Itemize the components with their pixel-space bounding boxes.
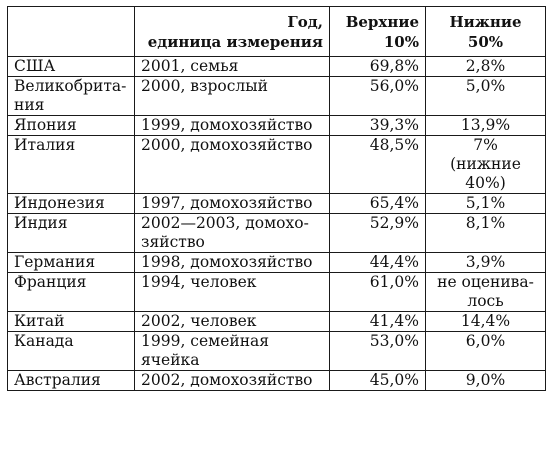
- table-row: Канада 1999, семейная ячейка 53,0% 6,0%: [7, 331, 546, 371]
- table-body: США 2001, семья 69,8% 2,8% Великобрита- …: [7, 56, 546, 391]
- table-row: Индонезия 1997, домохозяйство 65,4% 5,1%: [7, 193, 546, 214]
- cell-country: Италия: [7, 135, 135, 194]
- cell-year-unit: 1999, семейная ячейка: [134, 331, 330, 371]
- cell-year-unit: 2002, человек: [134, 311, 330, 332]
- cell-bottom-50: 2,8%: [425, 56, 546, 77]
- cell-bottom-50: 8,1%: [425, 213, 546, 253]
- header-bottom-50: Нижние 50%: [425, 6, 546, 57]
- cell-bottom-50: 3,9%: [425, 252, 546, 273]
- table-row: Китай 2002, человек 41,4% 14,4%: [7, 311, 546, 332]
- cell-top-10: 65,4%: [329, 193, 426, 214]
- header-country: [7, 6, 135, 57]
- cell-top-10: 45,0%: [329, 370, 426, 391]
- cell-country: Великобрита- ния: [7, 76, 135, 116]
- cell-year-unit: 2000, взрослый: [134, 76, 330, 116]
- cell-year-unit: 1994, человек: [134, 272, 330, 312]
- cell-year-unit: 1997, домохозяйство: [134, 193, 330, 214]
- table-row: Франция 1994, человек 61,0% не оценива- …: [7, 272, 546, 312]
- cell-country: Япония: [7, 115, 135, 136]
- cell-bottom-50: 9,0%: [425, 370, 546, 391]
- cell-year-unit: 1999, домохозяйство: [134, 115, 330, 136]
- cell-top-10: 44,4%: [329, 252, 426, 273]
- cell-country: Франция: [7, 272, 135, 312]
- cell-top-10: 69,8%: [329, 56, 426, 77]
- cell-top-10: 53,0%: [329, 331, 426, 371]
- cell-bottom-50: 5,0%: [425, 76, 546, 116]
- cell-bottom-50: не оценива- лось: [425, 272, 546, 312]
- cell-year-unit: 1998, домохозяйство: [134, 252, 330, 273]
- cell-year-unit: 2002—2003, домохо- зяйство: [134, 213, 330, 253]
- table-row: Япония 1999, домохозяйство 39,3% 13,9%: [7, 115, 546, 136]
- cell-country: Китай: [7, 311, 135, 332]
- cell-country: Канада: [7, 331, 135, 371]
- cell-year-unit: 2001, семья: [134, 56, 330, 77]
- cell-year-unit: 2002, домохозяйство: [134, 370, 330, 391]
- wealth-distribution-table: Год, единица измерения Верхние 10% Нижни…: [7, 6, 546, 391]
- cell-top-10: 52,9%: [329, 213, 426, 253]
- table-row: Великобрита- ния 2000, взрослый 56,0% 5,…: [7, 76, 546, 116]
- cell-bottom-50: 13,9%: [425, 115, 546, 136]
- header-year-unit: Год, единица измерения: [134, 6, 330, 57]
- cell-top-10: 56,0%: [329, 76, 426, 116]
- cell-top-10: 41,4%: [329, 311, 426, 332]
- cell-top-10: 48,5%: [329, 135, 426, 194]
- cell-bottom-50: 5,1%: [425, 193, 546, 214]
- cell-country: Австралия: [7, 370, 135, 391]
- cell-country: Германия: [7, 252, 135, 273]
- table-row: Италия 2000, домохозяйство 48,5% 7% (ниж…: [7, 135, 546, 194]
- table-row: США 2001, семья 69,8% 2,8%: [7, 56, 546, 77]
- cell-bottom-50: 7% (нижние 40%): [425, 135, 546, 194]
- table-row: Индия 2002—2003, домохо- зяйство 52,9% 8…: [7, 213, 546, 253]
- cell-bottom-50: 6,0%: [425, 331, 546, 371]
- table-row: Австралия 2002, домохозяйство 45,0% 9,0%: [7, 370, 546, 391]
- header-top-10: Верхние 10%: [329, 6, 426, 57]
- header-row: Год, единица измерения Верхние 10% Нижни…: [7, 6, 546, 57]
- table-row: Германия 1998, домохозяйство 44,4% 3,9%: [7, 252, 546, 273]
- cell-top-10: 39,3%: [329, 115, 426, 136]
- cell-top-10: 61,0%: [329, 272, 426, 312]
- table-header: Год, единица измерения Верхние 10% Нижни…: [7, 6, 546, 57]
- cell-country: Индонезия: [7, 193, 135, 214]
- cell-bottom-50: 14,4%: [425, 311, 546, 332]
- cell-country: США: [7, 56, 135, 77]
- cell-year-unit: 2000, домохозяйство: [134, 135, 330, 194]
- cell-country: Индия: [7, 213, 135, 253]
